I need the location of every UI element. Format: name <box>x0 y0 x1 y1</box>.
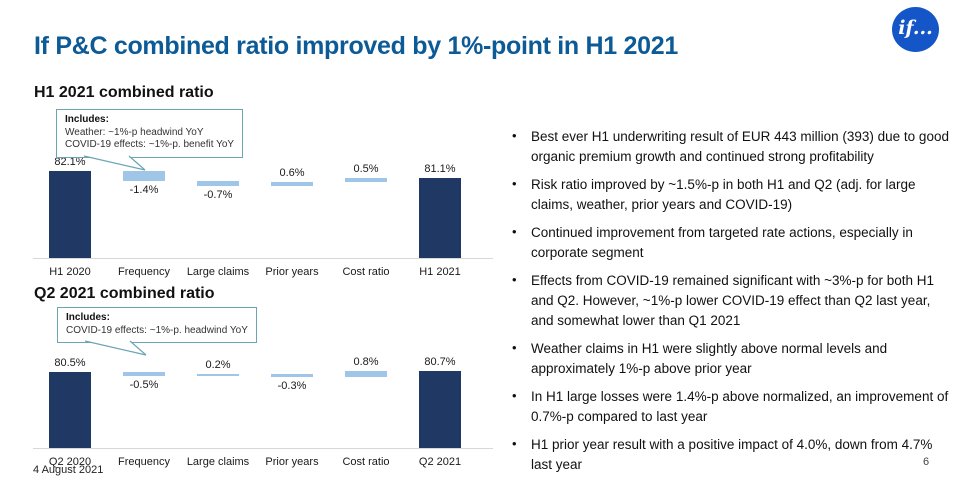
bar-large-claims <box>197 374 239 376</box>
waterfall-chart-h1-2021: 82.1% -1.4% -0.7% 0.6% 0.5% 81.1% H1 2020 Frequ… <box>33 156 493 280</box>
callout-title: Includes: <box>66 312 110 323</box>
bar-value-label: 81.1% <box>424 162 456 175</box>
callout-line: COVID-19 effects: ~1%-p. benefit YoY <box>65 139 235 150</box>
x-axis-label: Cost ratio <box>342 266 390 278</box>
waterfall-chart-q2-2021: 80.5% -0.5% 0.2% -0.3% 0.8% 80.7% Q2 2020 Frequ… <box>33 354 493 470</box>
x-axis-line <box>33 258 493 259</box>
x-axis-label: Q2 2021 <box>418 456 462 468</box>
x-axis-label: Frequency <box>118 456 170 468</box>
bullet-text: Weather claims in H1 were slightly above… <box>531 341 888 376</box>
bar-frequency <box>123 372 165 376</box>
x-axis-line <box>33 448 493 449</box>
chart-title-h1-2021: H1 2021 combined ratio <box>34 84 214 101</box>
bullet-icon: • <box>512 436 517 451</box>
list-item: • H1 prior year result with a positive im… <box>505 435 953 475</box>
bar-prior-years <box>271 374 313 377</box>
bar-value-label: -1.4% <box>129 183 159 196</box>
plot-area: 82.1% -1.4% -0.7% 0.6% 0.5% 81.1% <box>33 156 493 259</box>
x-axis-label: Prior years <box>265 456 319 468</box>
bullet-icon: • <box>512 272 517 287</box>
bullet-text: Risk ratio improved by ~1.5%-p in both H… <box>531 177 916 212</box>
list-item: • In H1 large losses were 1.4%-p above no… <box>505 387 953 427</box>
bar-cost-ratio <box>345 370 387 377</box>
bar-prior-years <box>271 181 313 186</box>
callout-h1: Includes: Weather: ~1%-p headwind YoY CO… <box>56 109 244 171</box>
bar-value-label: 80.5% <box>54 357 86 370</box>
bar-h1-2021 <box>419 177 461 259</box>
callout-line: Weather: ~1%-p headwind YoY <box>65 126 204 138</box>
bar-value-label: -0.5% <box>129 378 159 391</box>
bullet-text: In H1 large losses were 1.4%-p above nor… <box>531 389 949 424</box>
bullet-icon: • <box>512 340 517 355</box>
x-axis-label: Cost ratio <box>342 456 390 468</box>
bar-q2-2020 <box>49 372 91 449</box>
x-axis-labels: Q2 2020 Frequency Large claims Prior years C… <box>33 456 493 470</box>
bar-value-label: 0.8% <box>353 355 379 368</box>
plot-area: 80.5% -0.5% 0.2% -0.3% 0.8% 80.7% <box>33 354 493 449</box>
bullet-text: H1 prior year result with a positive imp… <box>531 437 933 472</box>
callout-tail <box>83 154 146 171</box>
bar-value-label: 82.1% <box>54 155 86 168</box>
bullet-text: Continued improvement from targeted rate… <box>531 225 913 260</box>
x-axis-labels: H1 2020 Frequency Large claims Prior years C… <box>33 266 493 280</box>
bullet-icon: • <box>512 224 517 239</box>
list-item: • Weather claims in H1 were slightly abov… <box>505 339 953 379</box>
callout-q2: Includes: COVID-19 effects: ~1%-p. headw… <box>57 307 257 356</box>
if-logo-text: if... <box>898 17 933 39</box>
bar-value-label: 0.6% <box>279 166 305 179</box>
bullet-icon: • <box>512 388 517 403</box>
list-item: • Risk ratio improved by ~1.5%-p in both … <box>505 175 953 215</box>
bullet-text: Effects from COVID-19 remained significa… <box>531 273 935 328</box>
bullet-icon: • <box>512 176 517 191</box>
callout-title: Includes: <box>65 114 109 125</box>
x-axis-label: Frequency <box>118 266 170 278</box>
list-item: • Effects from COVID-19 remained signific… <box>505 271 953 331</box>
list-item: • Continued improvement from targeted rat… <box>505 223 953 263</box>
x-axis-label: Large claims <box>186 266 250 278</box>
bar-value-label: -0.7% <box>203 188 233 201</box>
bar-value-label: 0.2% <box>205 359 231 372</box>
bullet-text: Best ever H1 underwriting result of EUR … <box>531 129 949 164</box>
page-title: If P&C combined ratio improved by 1%-poi… <box>34 32 678 60</box>
bar-h1-2020 <box>49 170 91 259</box>
bar-cost-ratio <box>345 177 387 182</box>
bullet-icon: • <box>512 128 517 143</box>
x-axis-label: H1 2020 <box>49 266 91 278</box>
bar-frequency <box>123 170 165 181</box>
callout-tail <box>84 340 147 356</box>
list-item: • Best ever H1 underwriting result of EUR… <box>505 127 953 167</box>
x-axis-label: H1 2021 <box>419 266 461 278</box>
footer-date: 4 August 2021 <box>33 464 104 476</box>
if-logo: if... <box>892 7 939 52</box>
x-axis-label: Prior years <box>265 266 319 278</box>
bar-value-label: 0.5% <box>353 162 379 175</box>
bar-value-label: 80.7% <box>424 355 456 368</box>
page-number: 6 <box>922 456 930 468</box>
key-points-list: • Best ever H1 underwriting result of EUR… <box>505 127 953 483</box>
callout-line: COVID-19 effects: ~1%-p. headwind YoY <box>66 324 248 336</box>
chart-title-q2-2021: Q2 2021 combined ratio <box>34 285 215 302</box>
bar-large-claims <box>197 180 239 186</box>
bar-value-label: -0.3% <box>277 379 307 392</box>
x-axis-label: Large claims <box>186 456 250 468</box>
bar-q2-2021 <box>419 370 461 449</box>
x-axis-label: Q2 2020 <box>48 456 92 468</box>
